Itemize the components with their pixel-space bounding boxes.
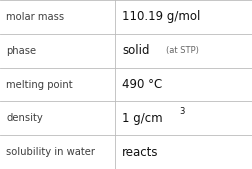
Text: 1 g/cm: 1 g/cm bbox=[122, 112, 163, 125]
Text: molar mass: molar mass bbox=[6, 12, 65, 22]
Text: density: density bbox=[6, 113, 43, 123]
Text: solubility in water: solubility in water bbox=[6, 147, 95, 157]
Text: 490 °C: 490 °C bbox=[122, 78, 163, 91]
Text: 3: 3 bbox=[179, 107, 184, 116]
Text: 110.19 g/mol: 110.19 g/mol bbox=[122, 10, 201, 23]
Text: phase: phase bbox=[6, 46, 37, 56]
Text: (at STP): (at STP) bbox=[166, 46, 199, 55]
Text: melting point: melting point bbox=[6, 79, 73, 90]
Text: reacts: reacts bbox=[122, 146, 159, 159]
Text: solid: solid bbox=[122, 44, 150, 57]
